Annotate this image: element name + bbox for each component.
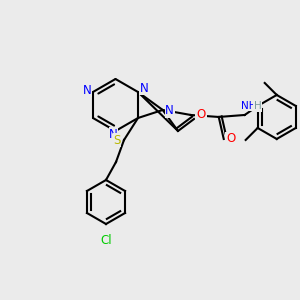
- Text: NH: NH: [241, 101, 256, 111]
- Text: S: S: [113, 134, 121, 146]
- Text: Cl: Cl: [100, 235, 112, 248]
- Text: N: N: [140, 82, 148, 94]
- Text: N: N: [82, 83, 91, 97]
- Text: O: O: [226, 133, 236, 146]
- Text: O: O: [196, 109, 206, 122]
- Text: N: N: [109, 128, 118, 140]
- Text: H: H: [254, 101, 262, 111]
- Text: N: N: [165, 104, 174, 118]
